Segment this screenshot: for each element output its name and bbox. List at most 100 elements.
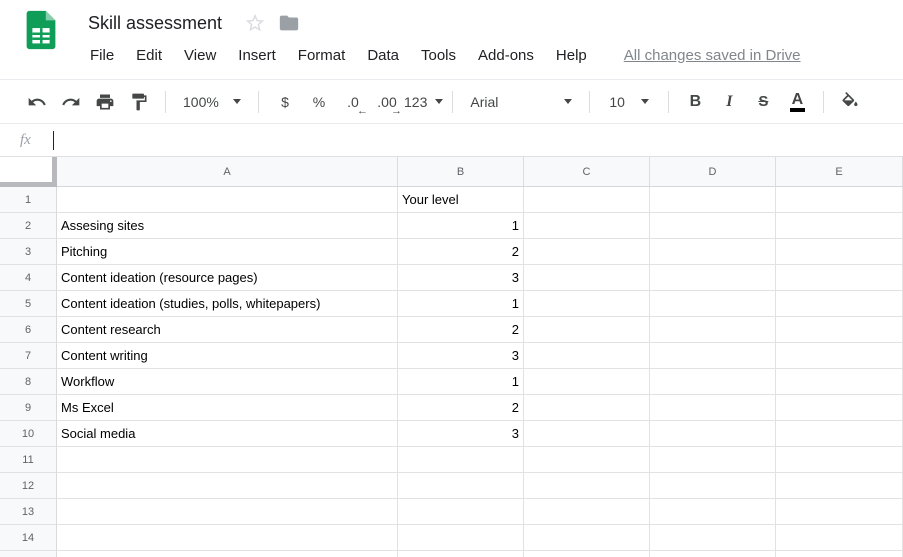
- paint-format-button[interactable]: [122, 85, 156, 119]
- cell-B3[interactable]: 2: [398, 239, 524, 265]
- cell-B10[interactable]: 3: [398, 421, 524, 447]
- cell-E13[interactable]: [776, 499, 903, 525]
- row-header-13[interactable]: 13: [0, 499, 57, 525]
- cell-C5[interactable]: [524, 291, 650, 317]
- cell-E2[interactable]: [776, 213, 903, 239]
- sheets-logo-icon[interactable]: [18, 7, 64, 53]
- cell-E9[interactable]: [776, 395, 903, 421]
- cell-D1[interactable]: [650, 187, 776, 213]
- cell-B12[interactable]: [398, 473, 524, 499]
- cell-C3[interactable]: [524, 239, 650, 265]
- column-header-A[interactable]: A: [57, 157, 398, 187]
- cell-E3[interactable]: [776, 239, 903, 265]
- cell-A4[interactable]: Content ideation (resource pages): [57, 265, 398, 291]
- move-to-folder-icon[interactable]: [272, 12, 306, 34]
- cell-C10[interactable]: [524, 421, 650, 447]
- cell-A13[interactable]: [57, 499, 398, 525]
- cell-C2[interactable]: [524, 213, 650, 239]
- cell-C13[interactable]: [524, 499, 650, 525]
- cell-D7[interactable]: [650, 343, 776, 369]
- cell-A1[interactable]: [57, 187, 398, 213]
- cell-D10[interactable]: [650, 421, 776, 447]
- cell-B4[interactable]: 3: [398, 265, 524, 291]
- column-header-D[interactable]: D: [650, 157, 776, 187]
- row-header-3[interactable]: 3: [0, 239, 57, 265]
- more-formats-button[interactable]: 123: [404, 85, 444, 119]
- increase-decimals-button[interactable]: .00 →: [370, 85, 404, 119]
- column-header-C[interactable]: C: [524, 157, 650, 187]
- bold-button[interactable]: B: [678, 85, 712, 119]
- cell-C1[interactable]: [524, 187, 650, 213]
- menu-data[interactable]: Data: [356, 44, 410, 67]
- text-color-button[interactable]: A: [780, 85, 814, 119]
- cell-B9[interactable]: 2: [398, 395, 524, 421]
- cell-E5[interactable]: [776, 291, 903, 317]
- menu-add-ons[interactable]: Add-ons: [467, 44, 545, 67]
- menu-help[interactable]: Help: [545, 44, 598, 67]
- cell-E1[interactable]: [776, 187, 903, 213]
- cell-D12[interactable]: [650, 473, 776, 499]
- cell-E8[interactable]: [776, 369, 903, 395]
- zoom-select[interactable]: 100%: [175, 85, 249, 119]
- cell-A8[interactable]: Workflow: [57, 369, 398, 395]
- cell-D13[interactable]: [650, 499, 776, 525]
- menu-edit[interactable]: Edit: [125, 44, 173, 67]
- document-title[interactable]: Skill assessment: [88, 12, 223, 33]
- cell-C4[interactable]: [524, 265, 650, 291]
- column-header-B[interactable]: B: [398, 157, 524, 187]
- row-header-11[interactable]: 11: [0, 447, 57, 473]
- cell-C9[interactable]: [524, 395, 650, 421]
- cell-C6[interactable]: [524, 317, 650, 343]
- column-header-E[interactable]: E: [776, 157, 903, 187]
- cell-E11[interactable]: [776, 447, 903, 473]
- cell-A10[interactable]: Social media: [57, 421, 398, 447]
- redo-button[interactable]: [54, 85, 88, 119]
- cell-D14[interactable]: [650, 525, 776, 551]
- row-header-12[interactable]: 12: [0, 473, 57, 499]
- cell-E12[interactable]: [776, 473, 903, 499]
- menu-view[interactable]: View: [173, 44, 227, 67]
- cell-C8[interactable]: [524, 369, 650, 395]
- undo-button[interactable]: [20, 85, 54, 119]
- cell-B7[interactable]: 3: [398, 343, 524, 369]
- row-header-4[interactable]: 4: [0, 265, 57, 291]
- row-header-8[interactable]: 8: [0, 369, 57, 395]
- menu-tools[interactable]: Tools: [410, 44, 467, 67]
- cell-D6[interactable]: [650, 317, 776, 343]
- cell-D9[interactable]: [650, 395, 776, 421]
- cell-D5[interactable]: [650, 291, 776, 317]
- cell-C11[interactable]: [524, 447, 650, 473]
- cell-E15[interactable]: [776, 551, 903, 557]
- cell-E6[interactable]: [776, 317, 903, 343]
- cell-A14[interactable]: [57, 525, 398, 551]
- cell-A15[interactable]: [57, 551, 398, 557]
- font-size-select[interactable]: 10: [599, 85, 659, 119]
- select-all-corner[interactable]: [0, 157, 57, 187]
- cell-D15[interactable]: [650, 551, 776, 557]
- fill-color-button[interactable]: [833, 85, 867, 119]
- cell-E14[interactable]: [776, 525, 903, 551]
- row-header-15[interactable]: 15: [0, 551, 57, 557]
- cell-B8[interactable]: 1: [398, 369, 524, 395]
- cell-B11[interactable]: [398, 447, 524, 473]
- cell-A12[interactable]: [57, 473, 398, 499]
- row-header-2[interactable]: 2: [0, 213, 57, 239]
- cell-D4[interactable]: [650, 265, 776, 291]
- cell-D8[interactable]: [650, 369, 776, 395]
- cell-D2[interactable]: [650, 213, 776, 239]
- cell-C14[interactable]: [524, 525, 650, 551]
- cell-E4[interactable]: [776, 265, 903, 291]
- cell-C7[interactable]: [524, 343, 650, 369]
- row-header-1[interactable]: 1: [0, 187, 57, 213]
- cell-C12[interactable]: [524, 473, 650, 499]
- menu-file[interactable]: File: [88, 44, 125, 67]
- cell-A3[interactable]: Pitching: [57, 239, 398, 265]
- format-percent-button[interactable]: %: [302, 85, 336, 119]
- menu-format[interactable]: Format: [287, 44, 357, 67]
- cell-D11[interactable]: [650, 447, 776, 473]
- cell-E10[interactable]: [776, 421, 903, 447]
- cell-B14[interactable]: [398, 525, 524, 551]
- cell-B5[interactable]: 1: [398, 291, 524, 317]
- save-status-link[interactable]: All changes saved in Drive: [623, 46, 801, 64]
- decrease-decimals-button[interactable]: .0 ←: [336, 85, 370, 119]
